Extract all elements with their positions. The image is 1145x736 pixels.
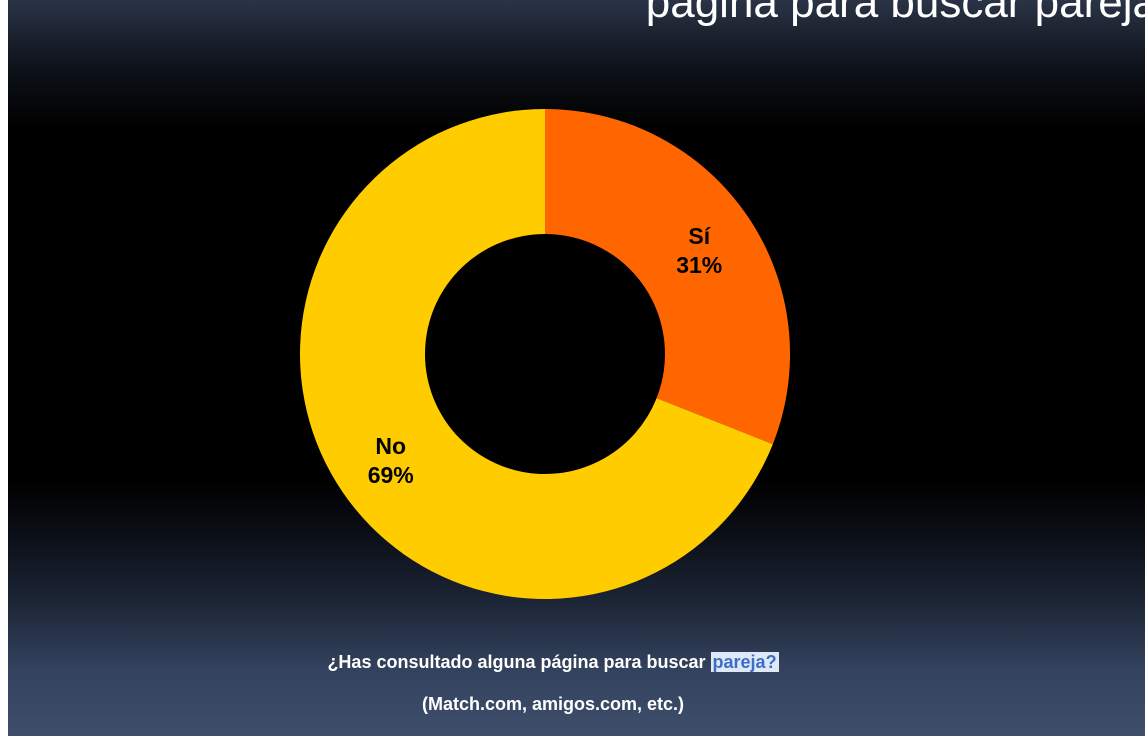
slice-1 (300, 109, 773, 600)
survey-question: ¿Has consultado alguna página para busca… (8, 652, 1098, 673)
donut-chart: Sí 31% No 69% (300, 109, 790, 600)
slide-title: página para buscar pareja (645, 0, 1145, 27)
slice-0 (545, 109, 790, 445)
slide: página para buscar pareja Sí 31% No 69% ¿Ha… (8, 0, 1145, 736)
slice-value-1: 69% (368, 462, 414, 488)
survey-examples: (Match.com, amigos.com, etc.) (421, 694, 685, 714)
question-text: ¿Has consultado alguna página para busca… (327, 652, 711, 672)
slice-label-1: No (375, 433, 406, 459)
highlighted-word: pareja? (710, 652, 779, 672)
slice-value-0: 31% (676, 252, 722, 278)
slice-label-0: Sí (688, 223, 711, 249)
